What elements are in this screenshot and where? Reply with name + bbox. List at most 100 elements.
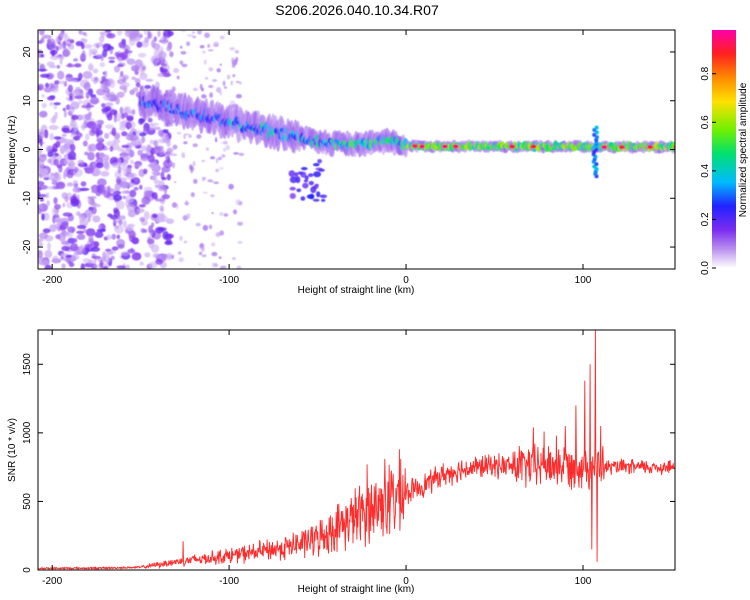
heatmap-cell-778 [54,204,61,210]
heatmap-cell-453 [146,144,152,153]
heatmap-cell-571 [61,245,70,252]
heatmap-cell-814 [115,200,125,210]
heatmap-cell-683 [151,170,158,175]
heatmap-cell-976 [202,50,206,54]
heatmap-cell-735 [151,213,158,219]
heatmap-cell-804 [91,255,101,259]
heatmap-cell-249 [38,184,49,190]
heatmap-cell-739 [119,120,126,128]
heatmap-cell-476 [65,64,76,68]
heatmap-cell-870 [144,252,151,258]
spectrogram-y-tick-label: 20 [22,46,33,58]
heatmap-cell-910 [223,213,229,217]
heatmap-cell-882 [96,136,103,142]
heatmap-cell-277 [62,107,66,112]
heatmap-cell-639 [147,117,153,123]
heatmap-cell-697 [125,134,135,141]
heatmap-cell-407 [104,30,112,33]
heatmap-cell-418 [121,190,131,194]
heatmap-cell-42 [118,215,126,221]
heatmap-cell-722 [92,215,101,223]
heatmap-cell-172 [110,255,115,261]
heatmap-cell-828 [137,141,143,146]
colorbar-label: Normalized spectral amplitude [738,82,749,217]
heatmap-cell-893 [75,41,84,47]
heatmap-cell-343 [101,107,110,113]
heatmap-cell-708 [95,152,101,159]
heatmap-cell-860 [62,212,73,217]
heatmap-cell-187 [114,183,121,192]
heatmap-cell-2148 [618,145,625,150]
heatmap-cell-1046 [225,144,230,151]
snr-x-tick-label: -200 [42,576,62,587]
heatmap-cell-878 [91,263,98,269]
heatmap-cell-977 [220,265,226,269]
heatmap-cell-899 [161,63,167,67]
snr-series-line [38,330,675,570]
heatmap-cell-764 [73,124,79,132]
heatmap-cell-944 [207,49,214,52]
heatmap-cell-902 [192,31,195,34]
heatmap-cell-851 [139,72,148,80]
heatmap-cell-861 [143,168,148,175]
heatmap-cell-635 [155,259,163,265]
heatmap-cell-603 [73,58,78,62]
heatmap-cell-986 [172,144,178,150]
heatmap-cell-636 [53,136,62,140]
heatmap-cell-2141 [411,144,418,149]
heatmap-cell-714 [52,178,56,183]
heatmap-cell-2152 [294,172,299,177]
heatmap-cell-613 [103,190,112,199]
heatmap-cell-952 [222,80,226,87]
heatmap-cell-403 [82,140,88,147]
heatmap-cell-779 [60,231,70,236]
heatmap-cell-514 [60,256,64,260]
heatmap-cell-767 [79,244,85,251]
heatmap-cell-770 [141,66,146,71]
heatmap-cell-278 [49,224,57,233]
heatmap-cell-78 [107,56,116,60]
heatmap-cell-153 [48,125,59,130]
heatmap-cell-2172 [317,159,322,164]
heatmap-cell-930 [236,265,242,269]
heatmap-cell-545 [85,228,96,237]
heatmap-cell-978 [180,45,183,49]
heatmap-cell-1051 [199,45,205,49]
heatmap-cell-597 [62,40,67,49]
heatmap-cell-1020 [183,133,189,136]
heatmap-cell-998 [200,247,205,252]
heatmap-cell-995 [179,235,183,241]
heatmap-cell-483 [161,194,170,200]
heatmap-cell-769 [148,261,158,269]
heatmap-cell-720 [41,213,45,221]
heatmap-cell-750 [101,76,106,81]
heatmap-cell-558 [106,33,116,39]
heatmap-cell-1036 [178,251,182,255]
heatmap-cell-852 [113,194,123,202]
heatmap-cell-744 [155,226,164,234]
heatmap-cell-951 [208,224,213,230]
heatmap-cell-548 [158,51,167,60]
heatmap-cell-1007 [222,147,227,152]
heatmap-cell-790 [40,73,50,78]
heatmap-cell-859 [61,127,70,132]
heatmap-cell-395 [111,127,117,137]
heatmap-cell-776 [55,234,61,240]
heatmap-cell-960 [171,202,178,208]
heatmap-cell-820 [70,133,75,138]
heatmap-cell-869 [134,59,143,68]
heatmap-cell-1055 [215,139,218,143]
heatmap-cell-849 [117,165,122,174]
heatmap-cell-728 [120,70,124,77]
heatmap-cell-823 [86,213,94,218]
heatmap-cell-1049 [235,94,242,99]
heatmap-cell-691 [44,129,49,139]
heatmap-cell-857 [120,81,130,88]
heatmap-cell-373 [157,129,164,137]
heatmap-cell-792 [102,160,110,169]
heatmap-cell-235 [117,147,124,152]
heatmap-cell-646 [109,48,114,55]
heatmap-cell-1033 [201,159,205,163]
heatmap-cell-730 [118,41,127,48]
heatmap-cell-871 [122,112,129,118]
